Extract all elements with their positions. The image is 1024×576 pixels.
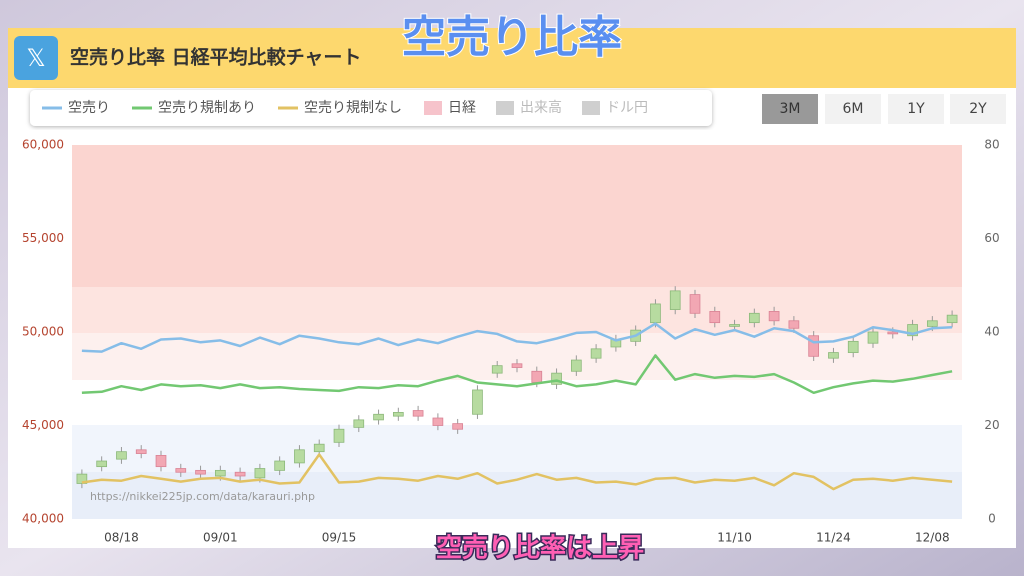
x-tick-label: 11/24	[816, 531, 851, 545]
y-tick-label: 50,000	[22, 325, 64, 339]
legend-swatch	[496, 101, 514, 115]
x-tick-label: 11/10	[717, 531, 752, 545]
candle-body	[333, 428, 345, 443]
band	[72, 287, 962, 333]
candle-body	[590, 348, 602, 359]
candle-body	[254, 468, 266, 479]
candle-body	[828, 352, 839, 359]
legend-label[interactable]: 出来高	[520, 99, 562, 116]
candle-body	[195, 469, 206, 475]
y2-tick-label: 80	[984, 138, 999, 152]
legend-label[interactable]: 空売り	[68, 100, 110, 116]
candle-body	[214, 469, 226, 477]
candle-body	[768, 311, 780, 322]
legend-label[interactable]: 空売り規制あり	[158, 100, 256, 116]
candle-body	[511, 363, 523, 368]
candle-body	[748, 312, 760, 324]
x-tick-label: 08/18	[104, 531, 139, 545]
candle-body	[274, 460, 286, 471]
x-tick-label: 09/15	[322, 531, 357, 545]
legend-swatch	[582, 101, 600, 115]
candle-body	[294, 449, 305, 464]
candle-body	[669, 290, 681, 310]
candle-body	[946, 314, 958, 324]
candle-body	[551, 372, 562, 385]
candle-body	[155, 455, 167, 468]
candle-body	[353, 419, 365, 428]
overlay-caption: 空売り比率は上昇	[436, 534, 644, 564]
range-button[interactable]	[825, 94, 881, 124]
legend-label[interactable]: 日経	[448, 100, 476, 116]
header-title: 空売り比率 日経平均比較チャート	[70, 46, 361, 69]
candle-body	[116, 451, 127, 460]
range-button[interactable]	[950, 94, 1006, 124]
candle-body	[709, 311, 721, 324]
candle-body	[867, 331, 879, 344]
candle-body	[907, 324, 918, 337]
candle-body	[531, 370, 543, 383]
legend-box	[30, 90, 712, 126]
watermark: https://nikkei225jp.com/data/karauri.php	[90, 490, 315, 503]
candle-body	[472, 389, 483, 415]
candle-body	[412, 410, 424, 417]
y-tick-label: 40,000	[22, 512, 64, 526]
range-button-label: 2Y	[969, 101, 987, 117]
overlay-headline: 空売り比率	[402, 12, 622, 63]
series-line	[81, 354, 953, 395]
x-tick-label: 09/01	[203, 531, 238, 545]
candle-body	[313, 443, 325, 453]
y-tick-label: 55,000	[22, 231, 64, 245]
range-button-label: 3M	[780, 101, 801, 117]
candle-body	[847, 340, 859, 353]
series-line	[81, 453, 953, 491]
candle-body	[729, 324, 740, 327]
y2-tick-label: 20	[984, 418, 999, 432]
candle-body	[788, 320, 800, 329]
candle-body	[926, 320, 938, 327]
candle-body	[491, 365, 503, 374]
x-icon-glyph: 𝕏	[26, 44, 45, 72]
range-button-label: 1Y	[907, 101, 925, 117]
candle-body	[650, 303, 661, 324]
y2-tick-label: 60	[984, 231, 999, 245]
header-bar	[8, 28, 1016, 88]
range-button-label: 6M	[843, 101, 864, 117]
band	[72, 145, 962, 287]
candle-body	[689, 294, 701, 314]
x-icon[interactable]	[14, 36, 58, 80]
candle-body	[96, 460, 108, 468]
candle-body	[887, 331, 899, 335]
candle-body	[175, 468, 187, 473]
legend-label[interactable]: ドル円	[606, 100, 648, 116]
plot-area	[72, 145, 962, 519]
legend-swatch	[424, 101, 442, 115]
candle-body	[570, 359, 582, 372]
range-button[interactable]	[888, 94, 944, 124]
y2-tick-label: 0	[988, 512, 996, 526]
y2-tick-label: 40	[984, 325, 999, 339]
candle-body	[432, 417, 444, 426]
candle-body	[76, 473, 88, 484]
candle-body	[808, 335, 820, 357]
x-tick-label: 12/08	[915, 531, 950, 545]
candle-body	[135, 449, 147, 454]
series-line	[81, 322, 953, 353]
candle-body	[392, 412, 404, 417]
range-button[interactable]	[762, 94, 818, 124]
candle-body	[234, 471, 246, 477]
y-tick-label: 60,000	[22, 138, 64, 152]
candle-body	[373, 413, 384, 421]
band	[72, 425, 962, 472]
y-tick-label: 45,000	[22, 418, 64, 432]
legend-label[interactable]: 空売り規制なし	[304, 100, 402, 116]
candle-body	[452, 423, 464, 430]
